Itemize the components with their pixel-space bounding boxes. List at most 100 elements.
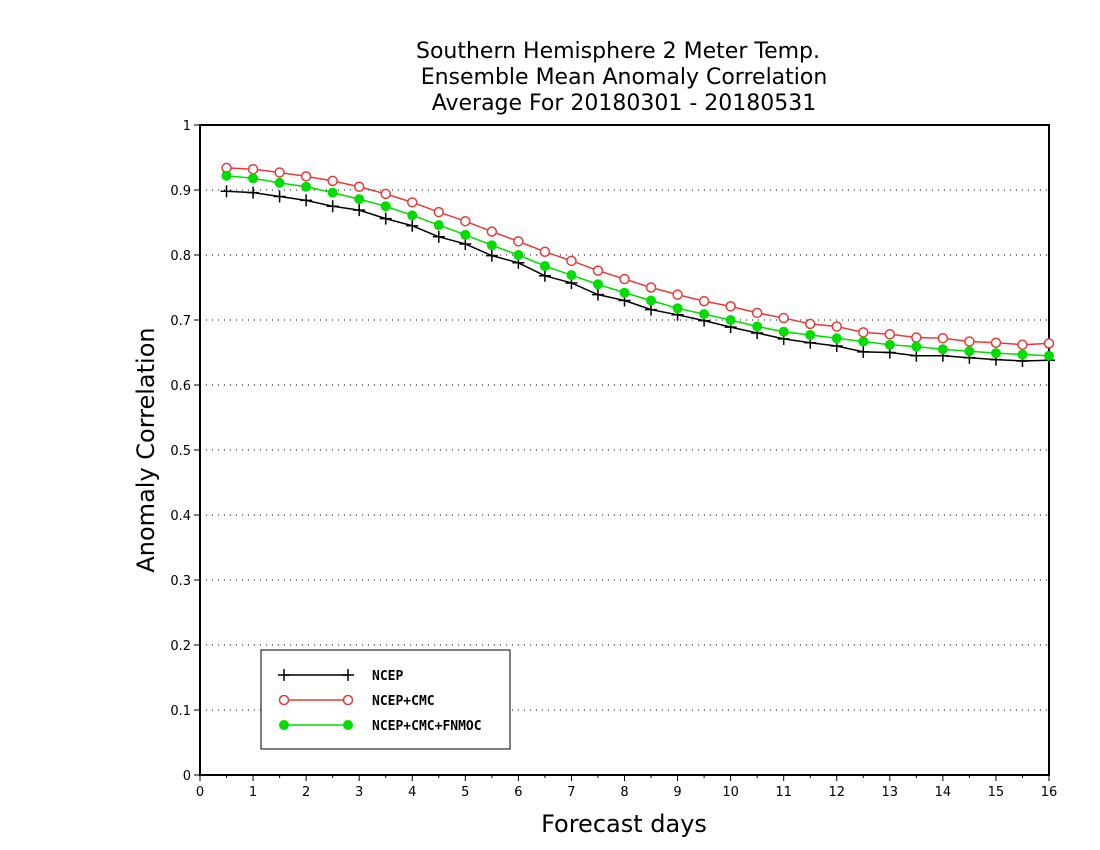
chart-title: Southern Hemisphere 2 Meter Temp. Ensemb… bbox=[416, 39, 827, 116]
data-point bbox=[221, 170, 232, 181]
title-line-3: Average For 20180301 - 20180531 bbox=[432, 91, 817, 116]
x-tick-label: 9 bbox=[673, 785, 681, 800]
data-point bbox=[353, 204, 366, 217]
data-point bbox=[220, 185, 233, 198]
data-point bbox=[353, 181, 365, 192]
data-point bbox=[778, 326, 789, 337]
x-tick-label: 10 bbox=[722, 785, 739, 800]
data-point bbox=[247, 163, 259, 175]
data-point bbox=[884, 339, 895, 350]
data-point bbox=[248, 173, 259, 184]
data-point bbox=[805, 329, 816, 340]
data-point bbox=[513, 250, 524, 260]
data-point bbox=[566, 255, 577, 267]
data-point bbox=[486, 240, 497, 251]
data-point bbox=[1017, 339, 1028, 350]
x-tick-label: 4 bbox=[408, 785, 416, 800]
data-point bbox=[300, 171, 312, 182]
data-point bbox=[725, 301, 736, 312]
y-tick-label: 0.1 bbox=[170, 704, 191, 719]
series-ncep-cmc-fnmoc bbox=[221, 170, 1054, 361]
data-point bbox=[274, 167, 285, 178]
y-tick-label: 0.6 bbox=[170, 379, 191, 394]
x-tick-label: 5 bbox=[461, 785, 469, 800]
data-point bbox=[751, 307, 763, 319]
x-tick-label: 2 bbox=[302, 785, 310, 800]
x-axis-label: Forecast days bbox=[541, 810, 707, 838]
data-point bbox=[990, 337, 1002, 348]
y-tick-label: 0.2 bbox=[170, 639, 191, 654]
data-point bbox=[857, 345, 870, 358]
data-point bbox=[910, 349, 923, 362]
x-axis-ticks: 0 1 2 3 4 5 6 7 8 9 10 11 12 13 14 15 16 bbox=[196, 775, 1057, 800]
x-tick-label: 14 bbox=[935, 785, 952, 800]
data-point bbox=[699, 309, 710, 320]
data-point bbox=[513, 236, 524, 247]
title-line-1: Southern Hemisphere 2 Meter Temp. bbox=[416, 39, 820, 64]
data-point bbox=[964, 346, 975, 357]
data-point bbox=[300, 194, 313, 207]
grid-lines bbox=[200, 189, 1049, 711]
data-point bbox=[858, 327, 869, 338]
x-tick-label: 8 bbox=[620, 785, 628, 800]
series-line bbox=[226, 174, 1050, 357]
data-point bbox=[672, 303, 683, 314]
data-point bbox=[1044, 350, 1054, 361]
data-point bbox=[407, 197, 418, 208]
data-point bbox=[646, 295, 657, 306]
legend-entry: NCEP+CMC bbox=[278, 694, 435, 709]
data-point bbox=[804, 318, 816, 330]
x-tick-label: 12 bbox=[828, 785, 845, 800]
data-point bbox=[990, 348, 1001, 359]
data-point bbox=[592, 279, 603, 290]
data-point bbox=[354, 194, 365, 205]
x-tick-label: 15 bbox=[988, 785, 1005, 800]
y-tick-label: 0.9 bbox=[170, 184, 191, 199]
x-tick-label: 0 bbox=[196, 785, 204, 800]
x-tick-label: 13 bbox=[882, 785, 899, 800]
data-point bbox=[698, 295, 710, 307]
y-tick-label: 0.3 bbox=[170, 574, 191, 589]
data-point bbox=[380, 201, 391, 212]
data-point bbox=[274, 177, 285, 188]
legend-entry: NCEP bbox=[278, 669, 403, 684]
data-point bbox=[379, 212, 392, 225]
data-point bbox=[831, 321, 842, 332]
plot-frame bbox=[199, 124, 1050, 776]
series-line bbox=[226, 190, 1050, 362]
data-point bbox=[432, 230, 445, 243]
y-tick-label: 0.4 bbox=[170, 509, 191, 524]
data-point bbox=[539, 246, 551, 257]
data-point bbox=[273, 190, 286, 203]
legend-label: NCEP bbox=[372, 669, 403, 684]
data-point bbox=[645, 282, 657, 293]
data-point bbox=[326, 200, 339, 213]
title-line-2: Ensemble Mean Anomaly Correlation bbox=[421, 65, 828, 90]
legend-entry: NCEP+CMC+FNMOC bbox=[279, 719, 482, 734]
data-point bbox=[460, 229, 471, 240]
data-point bbox=[592, 265, 604, 276]
data-point bbox=[327, 175, 338, 187]
y-tick-label: 0.8 bbox=[170, 249, 191, 264]
data-point bbox=[278, 669, 290, 681]
data-point bbox=[342, 694, 354, 706]
data-point bbox=[380, 188, 391, 200]
legend-label: NCEP+CMC+FNMOC bbox=[372, 719, 482, 734]
data-point bbox=[725, 315, 736, 325]
y-tick-label: 0.7 bbox=[170, 314, 191, 329]
legend-label: NCEP+CMC bbox=[372, 694, 435, 709]
data-point bbox=[407, 210, 418, 221]
data-point bbox=[591, 288, 604, 301]
x-tick-label: 6 bbox=[514, 785, 522, 800]
data-point bbox=[884, 329, 896, 340]
series-line bbox=[226, 167, 1050, 346]
data-point bbox=[619, 287, 630, 298]
series-ncep bbox=[220, 185, 1055, 367]
data-point bbox=[460, 215, 471, 227]
data-point bbox=[672, 289, 683, 300]
data-point bbox=[485, 249, 498, 262]
series-ncep-cmc bbox=[221, 162, 1055, 350]
data-point bbox=[566, 270, 577, 281]
legend: NCEP NCEP+CMC NCEP+CMC+FNMOC bbox=[260, 649, 511, 750]
